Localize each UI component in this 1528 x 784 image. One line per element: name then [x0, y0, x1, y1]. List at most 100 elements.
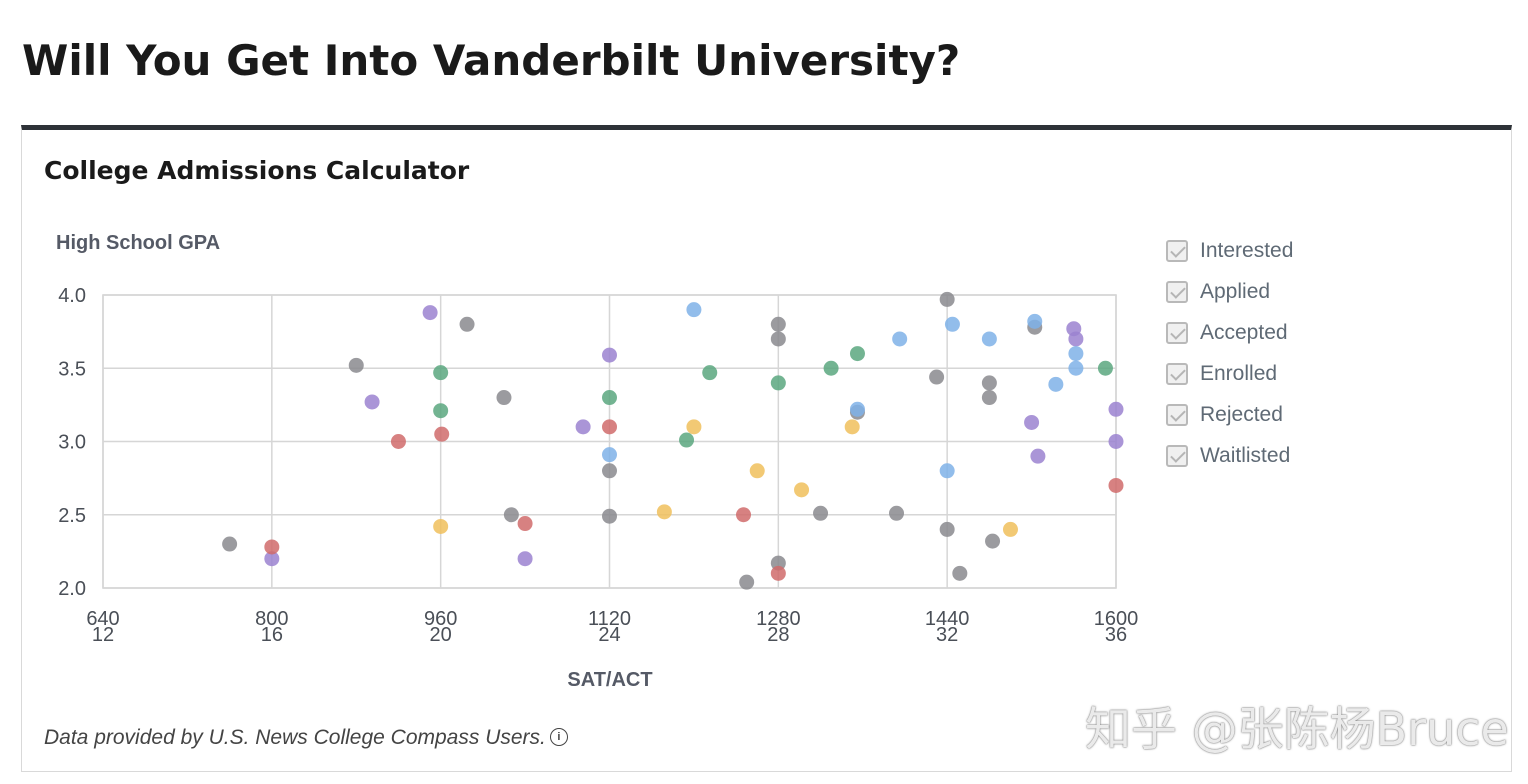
data-point[interactable] — [1030, 448, 1046, 464]
checkbox-icon[interactable] — [1166, 403, 1188, 426]
legend-item-waitlisted[interactable]: Waitlisted — [1166, 435, 1293, 476]
y-tick-label: 2.5 — [58, 505, 86, 527]
data-point[interactable] — [1048, 376, 1064, 392]
page-title: Will You Get Into Vanderbilt University? — [22, 36, 961, 85]
data-point[interactable] — [434, 426, 450, 442]
legend-item-enrolled[interactable]: Enrolled — [1166, 353, 1293, 394]
data-point[interactable] — [1108, 401, 1124, 417]
checkbox-icon[interactable] — [1166, 239, 1188, 262]
data-point[interactable] — [1068, 346, 1084, 362]
legend-item-accepted[interactable]: Accepted — [1166, 312, 1293, 353]
data-point[interactable] — [985, 533, 1001, 549]
data-point[interactable] — [939, 521, 955, 537]
legend-item-interested[interactable]: Interested — [1166, 230, 1293, 271]
data-point[interactable] — [1002, 521, 1018, 537]
data-point[interactable] — [1097, 360, 1113, 376]
footnote-text: Data provided by U.S. News College Compa… — [44, 726, 546, 749]
data-point[interactable] — [770, 375, 786, 391]
data-point[interactable] — [602, 347, 617, 363]
data-point[interactable] — [602, 447, 617, 463]
y-axis-label: High School GPA — [56, 232, 220, 254]
data-point[interactable] — [602, 463, 617, 479]
data-point[interactable] — [433, 365, 449, 381]
chart-grid — [102, 294, 1117, 589]
data-point[interactable] — [981, 375, 997, 391]
legend-label: Enrolled — [1200, 361, 1278, 385]
legend-label: Applied — [1200, 279, 1271, 303]
data-point[interactable] — [264, 539, 280, 555]
data-point[interactable] — [1108, 434, 1124, 449]
data-point[interactable] — [656, 504, 672, 520]
data-point[interactable] — [770, 331, 786, 347]
data-point[interactable] — [939, 291, 955, 307]
data-point[interactable] — [849, 346, 865, 362]
data-point[interactable] — [348, 357, 364, 373]
x-tick-label-sat: 960 — [424, 608, 457, 630]
x-tick-label-sat: 800 — [255, 608, 288, 630]
data-point[interactable] — [679, 432, 695, 448]
checkbox-icon[interactable] — [1166, 444, 1188, 467]
data-point[interactable] — [1068, 331, 1084, 347]
data-point[interactable] — [264, 551, 280, 567]
data-point[interactable] — [1024, 414, 1040, 430]
data-point[interactable] — [770, 565, 786, 581]
data-point[interactable] — [422, 305, 438, 321]
data-point[interactable] — [1027, 313, 1043, 329]
data-point[interactable] — [1108, 477, 1124, 493]
y-tick-label: 3.0 — [58, 432, 86, 454]
data-point[interactable] — [602, 390, 617, 406]
data-point[interactable] — [1068, 360, 1084, 376]
data-point[interactable] — [770, 555, 786, 571]
data-points — [222, 291, 1124, 590]
data-point[interactable] — [929, 369, 945, 385]
data-point[interactable] — [222, 536, 238, 552]
data-point[interactable] — [770, 316, 786, 332]
data-point[interactable] — [939, 463, 955, 479]
data-point[interactable] — [433, 518, 449, 534]
x-tick-label-sat: 640 — [86, 608, 119, 630]
data-point[interactable] — [517, 516, 533, 532]
data-point[interactable] — [602, 419, 617, 435]
legend-label: Rejected — [1200, 402, 1283, 426]
data-point[interactable] — [575, 419, 591, 435]
data-point[interactable] — [952, 565, 968, 581]
data-point[interactable] — [844, 419, 860, 435]
data-point[interactable] — [602, 508, 617, 524]
checkbox-icon[interactable] — [1166, 321, 1188, 344]
checkbox-icon[interactable] — [1166, 362, 1188, 385]
data-point[interactable] — [517, 551, 533, 567]
data-point[interactable] — [496, 390, 512, 406]
legend: Interested Applied Accepted Enrolled Rejecte… — [1166, 230, 1293, 476]
data-point[interactable] — [503, 507, 519, 523]
x-tick-label-act: 12 — [92, 624, 114, 646]
data-point[interactable] — [433, 403, 449, 419]
legend-label: Waitlisted — [1200, 443, 1291, 467]
legend-label: Interested — [1200, 238, 1294, 262]
data-point[interactable] — [813, 505, 829, 521]
data-point[interactable] — [739, 574, 755, 590]
data-point[interactable] — [749, 463, 765, 479]
info-icon[interactable]: i — [549, 728, 568, 746]
data-point[interactable] — [736, 507, 752, 523]
data-point[interactable] — [390, 434, 406, 449]
data-point[interactable] — [889, 505, 905, 521]
legend-label: Accepted — [1200, 320, 1288, 344]
data-point[interactable] — [981, 331, 997, 347]
data-point[interactable] — [686, 302, 702, 318]
checkbox-icon[interactable] — [1166, 280, 1188, 303]
legend-item-applied[interactable]: Applied — [1166, 271, 1293, 312]
data-point[interactable] — [364, 394, 380, 410]
data-point[interactable] — [459, 316, 475, 332]
data-point[interactable] — [702, 365, 718, 381]
data-point[interactable] — [794, 482, 810, 498]
data-point[interactable] — [849, 401, 865, 417]
data-point[interactable] — [823, 360, 839, 376]
admissions-calculator-card: College Admissions Calculator High Schoo… — [21, 125, 1512, 772]
data-point[interactable] — [944, 316, 960, 332]
data-point[interactable] — [981, 390, 997, 406]
data-point[interactable] — [686, 419, 702, 435]
data-point[interactable] — [892, 331, 908, 347]
legend-item-rejected[interactable]: Rejected — [1166, 394, 1293, 435]
